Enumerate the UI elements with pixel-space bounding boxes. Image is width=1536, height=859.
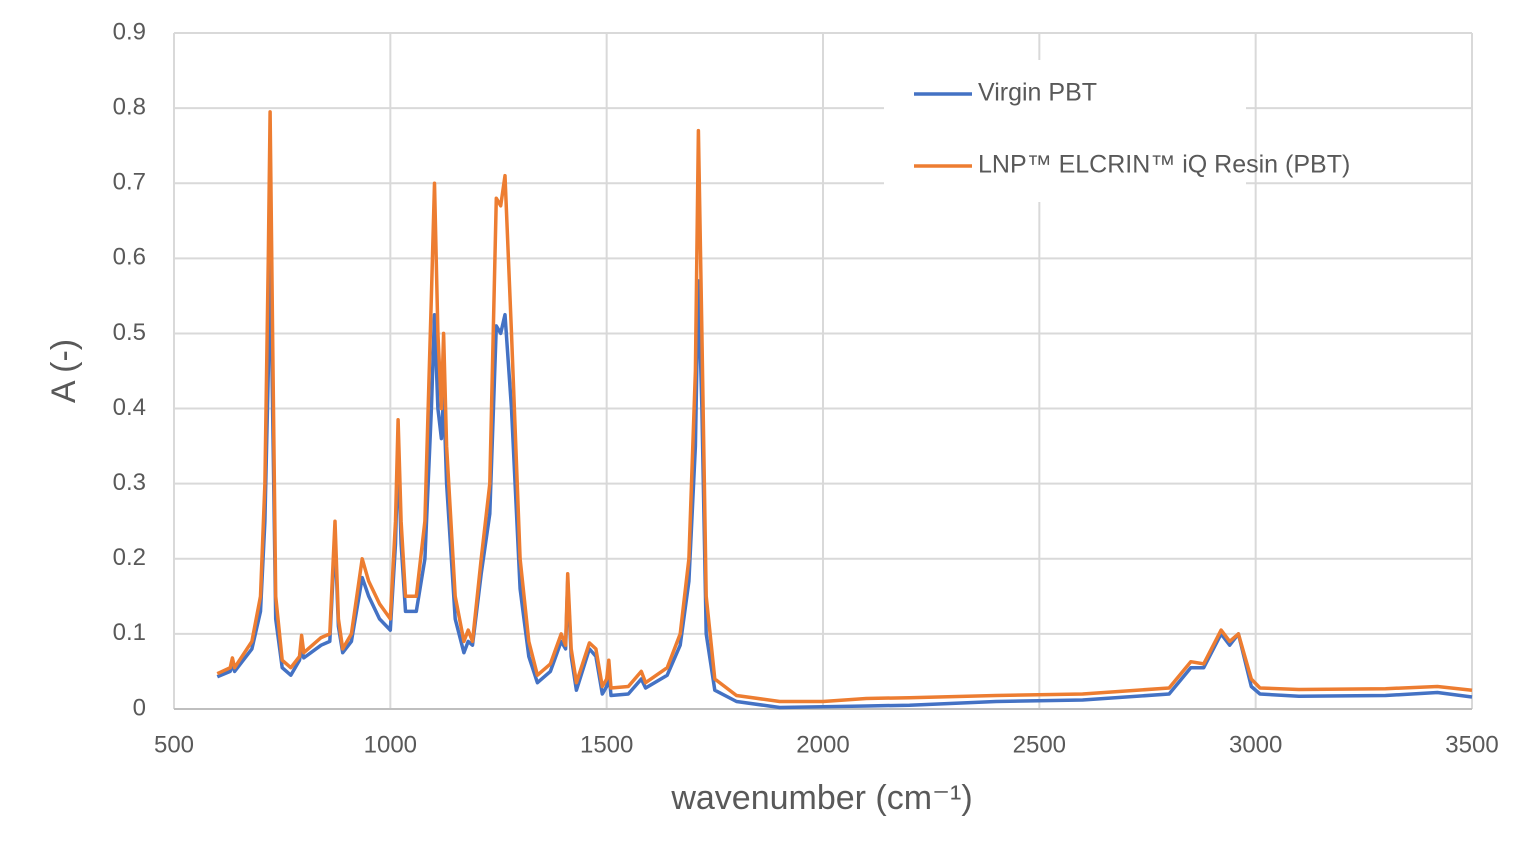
x-axis-label: wavenumber (cm⁻¹) xyxy=(670,779,972,817)
y-tick-label: 0.5 xyxy=(113,319,146,346)
series-line xyxy=(216,226,1473,710)
y-tick-label: 0.3 xyxy=(113,469,146,496)
legend-box xyxy=(884,60,1246,202)
legend-label: Virgin PBT xyxy=(978,79,1097,107)
y-tick-label: 0.2 xyxy=(113,544,146,571)
y-tick-label: 0.7 xyxy=(113,169,146,196)
x-tick-label: 1000 xyxy=(364,731,417,758)
x-tick-label: 1500 xyxy=(580,731,633,758)
legend-label: LNP™ ELCRIN™ iQ Resin (PBT) xyxy=(978,151,1350,179)
x-tick-label: 2000 xyxy=(796,731,849,758)
y-tick-label: 0.8 xyxy=(113,93,146,120)
y-tick-label: 0.6 xyxy=(113,244,146,271)
x-tick-label: 500 xyxy=(154,731,194,758)
y-tick-label: 0.4 xyxy=(113,394,146,421)
y-tick-label: 0.9 xyxy=(113,18,146,45)
y-tick-label: 0.1 xyxy=(113,619,146,646)
y-tick-label: 0 xyxy=(133,694,146,721)
series-line xyxy=(216,110,1473,704)
y-axis-label: A (-) xyxy=(45,339,83,403)
x-tick-label: 3000 xyxy=(1229,731,1282,758)
x-tick-label: 2500 xyxy=(1013,731,1066,758)
x-tick-label: 3500 xyxy=(1445,731,1498,758)
